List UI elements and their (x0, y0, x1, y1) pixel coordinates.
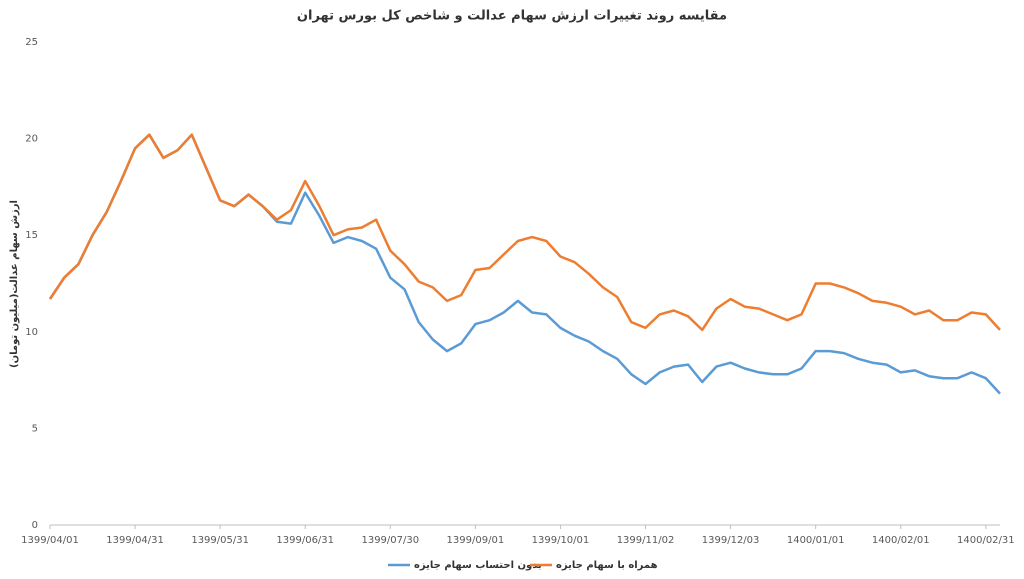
x-tick-label: 1400/02/31 (957, 535, 1015, 546)
x-tick-label: 1399/07/30 (361, 535, 419, 546)
legend-label: بدون احتساب سهام جایزه (414, 560, 542, 571)
x-tick-label: 1399/09/01 (447, 535, 505, 546)
x-tick-label: 1399/10/01 (532, 535, 590, 546)
x-tick-label: 1399/12/03 (702, 535, 760, 546)
y-tick-label: 5 (32, 423, 38, 434)
x-tick-label: 1399/04/01 (21, 535, 79, 546)
x-tick-label: 1400/01/01 (787, 535, 845, 546)
series-line (48, 133, 1001, 332)
legend-label: همراه با سهام جایزه (556, 560, 658, 571)
y-tick-label: 15 (25, 230, 38, 241)
x-tick-label: 1400/02/01 (872, 535, 930, 546)
x-tick-label: 1399/06/31 (276, 535, 334, 546)
y-tick-label: 10 (25, 327, 38, 338)
x-tick-label: 1399/05/31 (191, 535, 249, 546)
x-tick-label: 1399/04/31 (106, 535, 164, 546)
y-tick-label: 25 (25, 37, 38, 48)
x-tick-label: 1399/11/02 (617, 535, 675, 546)
y-axis-label: ارزش سهام عدالت(میلیون تومان) (9, 200, 20, 368)
y-tick-label: 0 (32, 520, 38, 531)
series-line (48, 133, 1001, 395)
chart-title: مقایسه روند تغییرات ارزش سهام عدالت و شا… (297, 9, 727, 24)
y-tick-label: 20 (25, 134, 38, 145)
